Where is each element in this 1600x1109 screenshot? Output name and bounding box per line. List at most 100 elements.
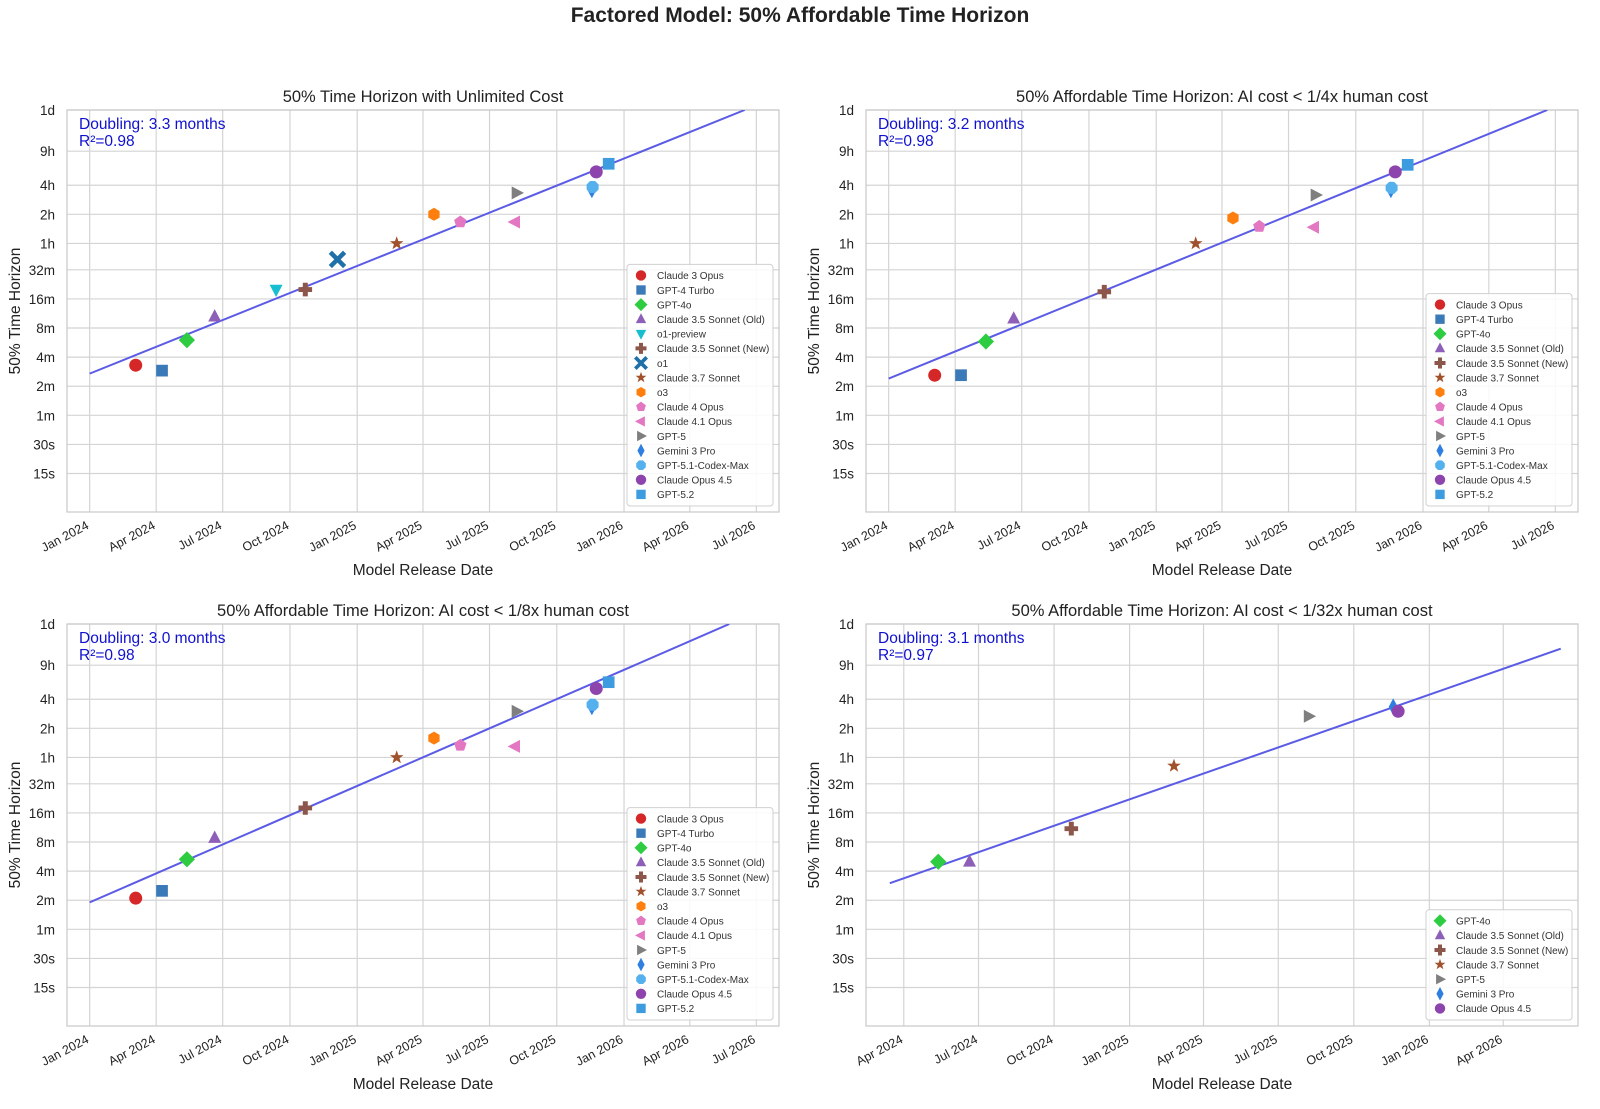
legend-label: Gemini 3 Pro <box>1456 446 1515 457</box>
y-tick-label: 2m <box>835 893 854 908</box>
legend-label: GPT-5.1-Codex-Max <box>657 975 749 986</box>
data-points <box>129 157 615 377</box>
legend-label: GPT-5.2 <box>657 1004 695 1015</box>
legend-label: Claude 3.5 Sonnet (New) <box>1456 359 1568 370</box>
point-gpt-5 <box>1303 709 1317 723</box>
point-claude-4-opus <box>454 738 467 751</box>
y-tick-label: 4m <box>835 350 854 365</box>
point-gpt-4-turbo <box>156 885 168 897</box>
legend-box <box>1425 909 1573 1021</box>
legend: Claude 3 Opus GPT-4 Turbo GPT-4o Claude 3.5… <box>626 263 774 507</box>
x-tick-label: Jan 2024 <box>39 518 91 555</box>
y-tick-label: 16m <box>29 292 55 307</box>
y-axis-label: 50% Time Horizon <box>806 248 823 375</box>
point-gpt-4-turbo <box>156 364 168 377</box>
legend-marker-o3 <box>636 387 646 398</box>
point-claude-3-7-sonnet <box>1188 236 1203 250</box>
trend-line <box>89 624 730 904</box>
legend-label: Gemini 3 Pro <box>657 446 716 457</box>
y-tick-label: 2h <box>40 207 55 222</box>
x-tick-label: Apr 2026 <box>1453 1032 1504 1068</box>
point-gpt-4o <box>977 333 994 350</box>
y-tick-label: 2m <box>36 893 55 908</box>
y-tick-label: 1d <box>40 103 55 118</box>
point-o1 <box>328 250 347 269</box>
legend-label: o3 <box>1456 388 1468 399</box>
x-tick-label: Apr 2026 <box>640 1032 691 1068</box>
legend-box <box>626 263 774 507</box>
legend-marker-gpt-5-2 <box>636 1003 646 1014</box>
legend-marker-gpt-5-1-codex-max <box>1435 460 1445 470</box>
point-gpt-5-2 <box>1401 158 1414 171</box>
legend-marker-claude-3-opus <box>635 270 647 281</box>
legend-label: Claude 3.5 Sonnet (New) <box>657 344 769 355</box>
y-tick-label: 15s <box>832 467 854 482</box>
legend: GPT-4o Claude 3.5 Sonnet (Old) Claude 3.5 … <box>1425 909 1573 1021</box>
x-axis-label: Model Release Date <box>1152 1076 1292 1093</box>
point-gpt-5-1-codex-max <box>1385 181 1398 194</box>
legend-label: GPT-4 Turbo <box>1456 315 1514 326</box>
point-claude-3-7-sonnet <box>389 750 404 764</box>
legend-label: GPT-5.1-Codex-Max <box>657 461 749 472</box>
y-tick-label: 30s <box>33 951 55 966</box>
x-tick-label: Oct 2024 <box>240 1032 291 1068</box>
x-tick-label: Apr 2024 <box>106 518 157 554</box>
trend-line <box>889 647 1562 885</box>
legend-marker-gpt-4-turbo <box>636 285 646 295</box>
x-tick-label: Jul 2026 <box>709 1032 757 1067</box>
point-gpt-5-1-codex-max <box>586 181 599 193</box>
legend-label: Gemini 3 Pro <box>657 960 716 971</box>
legend-label: GPT-5 <box>1456 432 1485 443</box>
legend-label: Claude 3.5 Sonnet (Old) <box>657 315 765 326</box>
legend-marker-claude-4-1-opus <box>635 416 645 427</box>
legend-label: Gemini 3 Pro <box>1456 990 1515 1001</box>
y-tick-label: 15s <box>33 467 55 482</box>
legend-label: Claude 3.7 Sonnet <box>1456 373 1539 384</box>
point-claude-3-5-sonnet-old <box>963 854 976 867</box>
y-tick-label: 2h <box>40 721 55 736</box>
point-claude-4-opus <box>454 215 467 228</box>
figure-title: Factored Model: 50% Affordable Time Hori… <box>570 4 1030 27</box>
legend-label: Claude 4.1 Opus <box>657 417 732 428</box>
legend-label: GPT-4 Turbo <box>657 286 715 297</box>
y-tick-label: 1m <box>835 408 854 423</box>
x-tick-label: Jan 2025 <box>307 1032 359 1069</box>
x-tick-label: Apr 2024 <box>106 1032 157 1068</box>
y-tick-label: 16m <box>29 806 55 821</box>
x-tick-label: Oct 2024 <box>1004 1032 1055 1068</box>
y-tick-label: 4m <box>835 864 854 879</box>
x-tick-label: Apr 2024 <box>854 1032 905 1068</box>
doubling-annotation: Doubling: 3.0 months <box>79 630 226 647</box>
y-tick-label: 8m <box>36 835 55 850</box>
r-squared-annotation: R²=0.97 <box>878 647 934 664</box>
x-tick-label: Jan 2024 <box>39 1032 91 1069</box>
legend-marker-gpt-4-turbo <box>636 828 646 838</box>
legend-marker-claude-3-opus <box>635 813 647 824</box>
point-claude-4-opus <box>1253 219 1266 232</box>
x-tick-label: Jul 2025 <box>1231 1032 1279 1067</box>
point-claude-opus-4-5 <box>1388 165 1402 179</box>
legend-marker-claude-3-7-sonnet <box>635 885 647 897</box>
doubling-annotation: Doubling: 3.3 months <box>79 116 226 133</box>
legend-label: Claude Opus 4.5 <box>1456 476 1531 487</box>
legend-marker-gemini-3-pro <box>637 957 645 972</box>
y-tick-label: 1m <box>835 922 854 937</box>
legend-label: Claude 4 Opus <box>1456 403 1523 414</box>
point-claude-3-7-sonnet <box>1167 758 1181 772</box>
x-tick-label: Jan 2026 <box>573 518 625 555</box>
y-tick-label: 9h <box>839 658 854 673</box>
legend-label: GPT-4o <box>657 844 692 855</box>
legend-marker-o3 <box>636 901 646 912</box>
y-tick-label: 1h <box>40 750 55 765</box>
y-tick-label: 9h <box>40 144 55 159</box>
legend: Claude 3 Opus GPT-4 Turbo GPT-4o Claude 3.5… <box>1425 293 1573 507</box>
point-claude-3-5-sonnet-old <box>208 830 222 843</box>
point-claude-3-opus <box>129 358 143 372</box>
y-tick-label: 15s <box>33 981 55 996</box>
x-tick-label: Jul 2026 <box>709 518 757 553</box>
x-tick-label: Oct 2025 <box>1304 1032 1355 1068</box>
point-claude-4-1-opus <box>507 215 520 229</box>
legend-marker-gpt-4-turbo <box>1435 314 1445 324</box>
point-gpt-4o <box>930 853 947 870</box>
legend-label: GPT-5.2 <box>1456 490 1494 501</box>
